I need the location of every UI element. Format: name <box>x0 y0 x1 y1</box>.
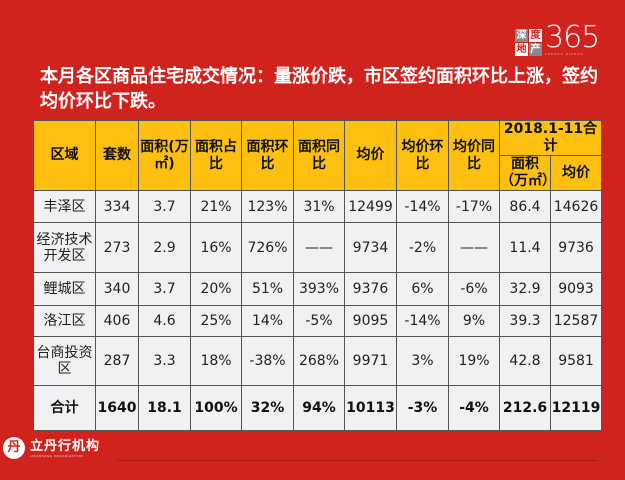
header-avg-price: 均价 <box>344 120 397 191</box>
cell-area-share: 25% <box>190 305 242 337</box>
header-price-yoy: 均价同比 <box>448 120 500 191</box>
cell-district: 鲤城区 <box>33 272 96 306</box>
cell-area-yoy: 94% <box>293 385 345 431</box>
cell-price-mom: -2% <box>396 222 449 273</box>
cell-area-share: 16% <box>190 222 242 273</box>
cell-area-yoy: 31% <box>293 190 345 223</box>
cell-avg-price: 12499 <box>344 190 397 223</box>
cell-units: 340 <box>95 272 139 306</box>
cell-area-mom: 14% <box>241 305 294 337</box>
cell-ytd-area: 11.4 <box>499 222 551 273</box>
cell-units: 273 <box>95 222 139 273</box>
table-row: 台商投资区 287 3.3 18% -38% 268% 9971 3% 19% … <box>33 336 603 386</box>
brand-logo-char: 度 <box>529 29 542 42</box>
sales-table: 区域 套数 面积(万㎡) 面积占比 面积环比 面积同比 均价 均价环比 均价同比… <box>33 120 603 431</box>
cell-ytd-price: 9736 <box>549 222 603 273</box>
cell-district: 经济技术开发区 <box>33 222 96 273</box>
cell-price-yoy: 19% <box>448 336 500 386</box>
cell-area-mom: 123% <box>241 190 294 223</box>
table-total-row: 合计 1640 18.1 100% 32% 94% 10113 -3% -4% … <box>33 385 603 431</box>
header-area-mom: 面积环比 <box>241 120 294 191</box>
brand-logo-number: 365 <box>545 20 600 55</box>
header-ytd-price: 均价 <box>549 155 603 191</box>
cell-ytd-price: 14626 <box>549 190 603 223</box>
cell-price-mom: -3% <box>396 385 449 431</box>
cell-area-mom: 726% <box>241 222 294 273</box>
cell-units: 334 <box>95 190 139 223</box>
cell-ytd-area: 32.9 <box>499 272 551 306</box>
brand-logo-mark: 深 度 地 产 <box>515 29 542 56</box>
cell-price-yoy: -17% <box>448 190 500 223</box>
cell-area-share: 20% <box>190 272 242 306</box>
cell-area-yoy: 268% <box>293 336 345 386</box>
cell-area-share: 18% <box>190 336 242 386</box>
header-area: 面积(万㎡) <box>138 120 191 191</box>
cell-price-mom: -14% <box>396 190 449 223</box>
table-row: 洛江区 406 4.6 25% 14% -5% 9095 -14% 9% 39.… <box>33 305 603 337</box>
footer-logo: 丹 立丹行机构 LIDANHANG ORGANIZATION <box>3 437 100 459</box>
cell-district: 丰泽区 <box>33 190 96 223</box>
cell-ytd-price: 12587 <box>549 305 603 337</box>
cell-price-yoy: 9% <box>448 305 500 337</box>
footer-divider <box>117 460 597 461</box>
cell-price-yoy: —— <box>448 222 500 273</box>
cell-avg-price: 10113 <box>344 385 397 431</box>
company-name-english: LIDANHANG ORGANIZATION <box>30 453 84 458</box>
cell-ytd-area: 39.3 <box>499 305 551 337</box>
cell-area-share: 100% <box>190 385 242 431</box>
cell-district: 合计 <box>33 385 96 431</box>
header-ytd-group: 2018.1-11合计 <box>498 120 603 156</box>
brand-logo-char: 地 <box>515 43 528 56</box>
cell-ytd-price: 12119 <box>549 385 603 431</box>
cell-price-mom: -14% <box>396 305 449 337</box>
page-title: 本月各区商品住宅成交情况：量涨价跌，市区签约面积环比上涨，签约均价环比下跌。 <box>40 66 598 112</box>
header-district: 区域 <box>33 120 96 191</box>
cell-area: 4.6 <box>138 305 191 337</box>
cell-area: 2.9 <box>138 222 191 273</box>
cell-area-yoy: —— <box>293 222 345 273</box>
cell-ytd-price: 9093 <box>549 272 603 306</box>
company-logo-icon: 丹 <box>3 437 25 459</box>
cell-ytd-price: 9581 <box>549 336 603 386</box>
header-price-mom: 均价环比 <box>396 120 449 191</box>
company-name: 立丹行机构 <box>30 438 101 454</box>
header-ytd-area: 面积（万㎡） <box>499 155 556 191</box>
cell-ytd-area: 42.8 <box>499 336 551 386</box>
cell-area-yoy: -5% <box>293 305 345 337</box>
cell-price-yoy: -4% <box>448 385 500 431</box>
cell-area: 3.3 <box>138 336 191 386</box>
brand-logo-char: 产 <box>529 43 542 56</box>
cell-avg-price: 9734 <box>344 222 397 273</box>
cell-area: 3.7 <box>138 190 191 223</box>
header-area-share: 面积占比 <box>190 120 242 191</box>
cell-district: 台商投资区 <box>33 336 96 386</box>
header-units: 套数 <box>95 120 139 191</box>
cell-price-mom: 3% <box>396 336 449 386</box>
brand-logo: 深 度 地 产 365 <box>515 20 600 56</box>
cell-avg-price: 9971 <box>344 336 397 386</box>
table-row: 丰泽区 334 3.7 21% 123% 31% 12499 -14% -17%… <box>33 190 603 223</box>
table-row: 经济技术开发区 273 2.9 16% 726% —— 9734 -2% —— … <box>33 222 603 273</box>
cell-area: 18.1 <box>138 385 191 431</box>
cell-area-mom: -38% <box>241 336 294 386</box>
brand-logo-char: 深 <box>515 29 528 42</box>
cell-units: 1640 <box>95 385 139 431</box>
cell-area-mom: 32% <box>241 385 294 431</box>
cell-avg-price: 9095 <box>344 305 397 337</box>
cell-price-yoy: -6% <box>448 272 500 306</box>
table-row: 鲤城区 340 3.7 20% 51% 393% 9376 6% -6% 32.… <box>33 272 603 306</box>
cell-avg-price: 9376 <box>344 272 397 306</box>
cell-area-yoy: 393% <box>293 272 345 306</box>
cell-area: 3.7 <box>138 272 191 306</box>
cell-price-mom: 6% <box>396 272 449 306</box>
cell-district: 洛江区 <box>33 305 96 337</box>
cell-ytd-area: 212.6 <box>499 385 551 431</box>
header-area-yoy: 面积同比 <box>293 120 345 191</box>
cell-units: 287 <box>95 336 139 386</box>
cell-area-share: 21% <box>190 190 242 223</box>
cell-area-mom: 51% <box>241 272 294 306</box>
brand-logo-subtitle: SHENDU DICHAN <box>545 52 584 56</box>
cell-units: 406 <box>95 305 139 337</box>
cell-ytd-area: 86.4 <box>499 190 551 223</box>
